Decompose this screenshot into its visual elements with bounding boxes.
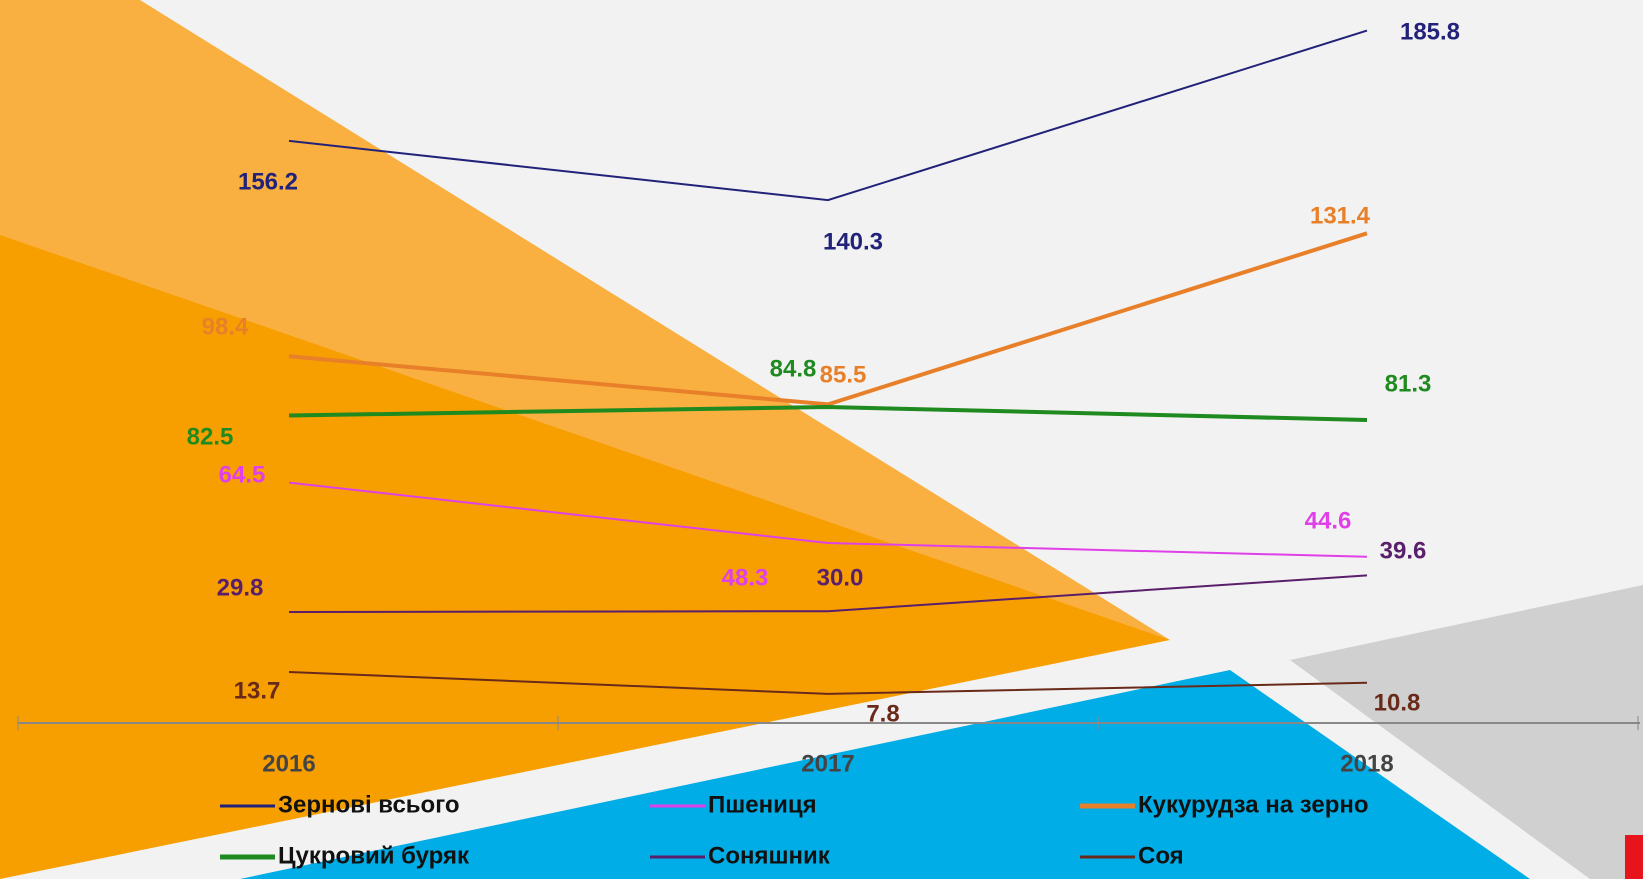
series-line (288, 670, 1368, 695)
legend-label: Соя (1138, 842, 1184, 869)
data-label: 30.0 (817, 564, 864, 591)
bg-shape (0, 235, 1170, 879)
data-label: 7.8 (866, 700, 899, 727)
data-label: 85.5 (820, 361, 867, 388)
series-line (288, 574, 1368, 613)
data-label: 140.3 (823, 228, 883, 255)
data-label: 39.6 (1380, 537, 1427, 564)
series-line (288, 29, 1368, 202)
data-label: 98.4 (202, 313, 249, 340)
data-label: 156.2 (238, 168, 298, 195)
data-label: 81.3 (1385, 370, 1432, 397)
data-label: 13.7 (234, 677, 281, 704)
data-label: 185.8 (1400, 18, 1460, 45)
bg-shape (1290, 585, 1643, 879)
x-tick-label: 2016 (262, 750, 315, 777)
bg-shape (1625, 835, 1643, 879)
data-label: 29.8 (217, 574, 264, 601)
data-label: 64.5 (219, 461, 266, 488)
data-label: 131.4 (1310, 202, 1371, 229)
series-line (288, 231, 1368, 407)
series-line (288, 481, 1368, 558)
data-label: 84.8 (770, 355, 817, 382)
data-label: 44.6 (1305, 507, 1352, 534)
legend-label: Соняшник (708, 842, 831, 869)
x-tick-label: 2017 (801, 750, 854, 777)
legend-label: Зернові всього (278, 791, 460, 818)
legend-label: Пшениця (708, 791, 817, 818)
legend-label: Кукурудза на зерно (1138, 791, 1369, 818)
series-line (288, 404, 1368, 423)
data-label: 10.8 (1374, 689, 1421, 716)
data-label: 48.3 (722, 564, 769, 591)
data-label: 82.5 (187, 423, 234, 450)
x-tick-label: 2018 (1340, 750, 1393, 777)
legend-label: Цукровий буряк (278, 842, 470, 869)
